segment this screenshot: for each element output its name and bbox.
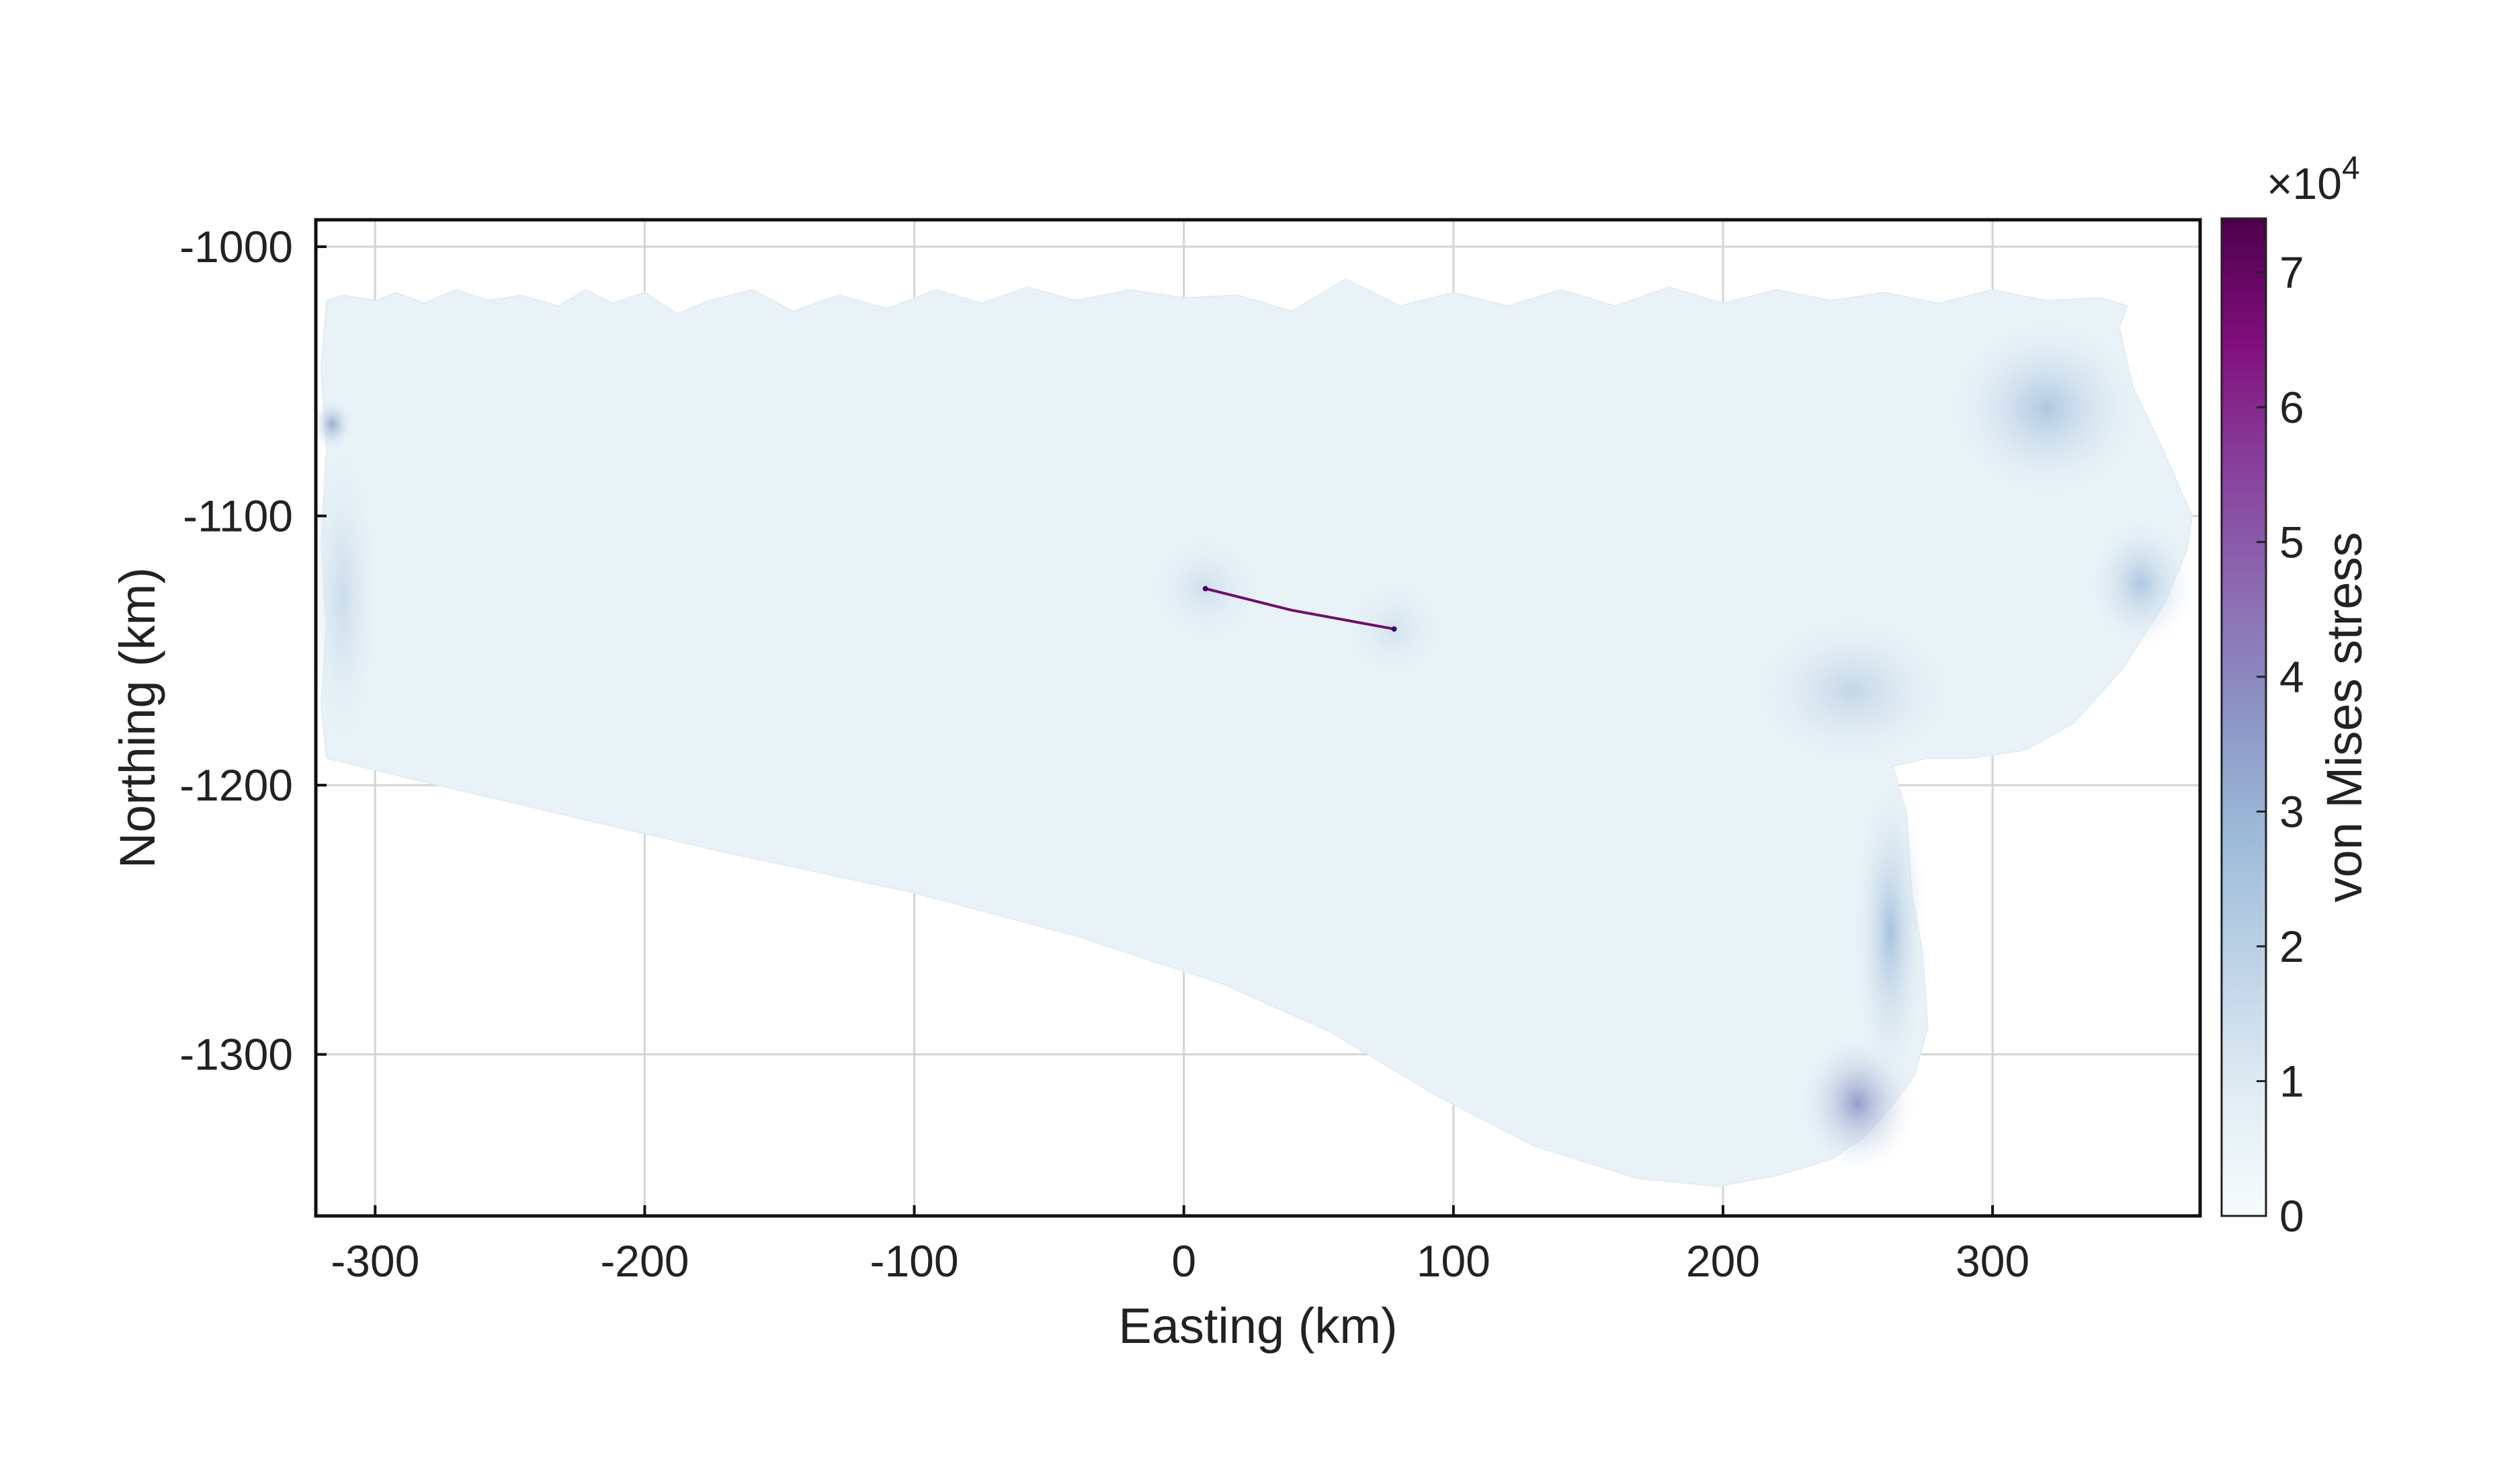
rift-tip [1202, 585, 1208, 591]
colorbar-tick-label: 2 [2279, 922, 2304, 971]
stress-hotspot [1745, 610, 1960, 772]
colorbar-tick-label: 7 [2279, 247, 2304, 297]
x-axis-title: Easting (km) [1118, 1298, 1397, 1354]
ice-shelf-domain [321, 278, 2193, 1187]
colorbar-multiplier-base: ×10 [2267, 159, 2342, 208]
colorbar-exponent: 4 [2342, 151, 2360, 186]
y-tick-label: -1100 [183, 491, 293, 541]
x-tick-label: -200 [600, 1236, 689, 1286]
rift-tip [1391, 626, 1397, 632]
rift-line [1205, 587, 1394, 630]
stress-field [316, 278, 2195, 1187]
colorbar-tick-label: 1 [2279, 1056, 2304, 1106]
colorbar-ticks: 0 1 2 3 4 5 6 7 [2257, 247, 2304, 1241]
stress-hotspot [316, 397, 354, 452]
colorbar-tick-label: 4 [2279, 652, 2304, 702]
colorbar-tick-label: 3 [2279, 786, 2304, 836]
y-tick-label: -1000 [179, 222, 293, 272]
x-axis: -300 -200 -100 0 100 200 300 [331, 1205, 2029, 1286]
y-axis: -1000 -1100 -1200 -1300 [179, 222, 327, 1079]
colorbar [2220, 217, 2267, 1217]
colorbar-tick-label: 6 [2279, 382, 2304, 432]
y-axis-title: Northing (km) [110, 567, 165, 868]
x-tick-label: 200 [1686, 1236, 1760, 1286]
y-tick-label: -1200 [179, 760, 293, 810]
colorbar-title: von Mises stress [2316, 532, 2372, 902]
colorbar-multiplier: ×104 [2267, 151, 2360, 208]
stress-hotspot [1943, 314, 2149, 503]
x-tick-label: 0 [1171, 1236, 1196, 1286]
plot-frame [314, 218, 2202, 1218]
x-tick-label: 100 [1417, 1236, 1490, 1286]
colorbar-tick-label: 5 [2279, 517, 2304, 567]
stress-hotspot [2087, 516, 2195, 651]
stress-hotspot [1852, 772, 1928, 1095]
x-tick-label: -300 [331, 1236, 419, 1286]
colorbar-tick-label: 0 [2279, 1191, 2304, 1241]
y-tick-label: -1300 [179, 1030, 293, 1079]
stress-hotspot [316, 435, 381, 759]
x-tick-label: 300 [1956, 1236, 2029, 1286]
x-tick-label: -100 [870, 1236, 958, 1286]
